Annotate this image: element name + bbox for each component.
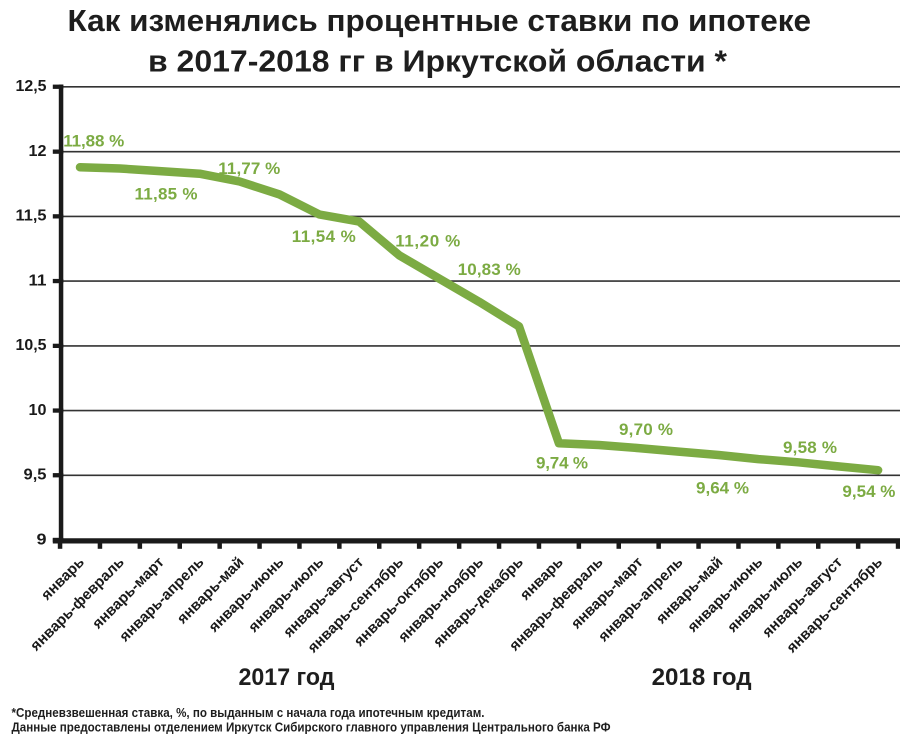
svg-text:11,5: 11,5	[16, 208, 47, 225]
svg-text:9,70 %: 9,70 %	[619, 420, 673, 439]
svg-text:11,85 %: 11,85 %	[135, 185, 198, 204]
svg-text:2018 год: 2018 год	[652, 664, 752, 691]
svg-text:в 2017-2018 гг в Иркутской обл: в 2017-2018 гг в Иркутской области *	[148, 44, 728, 79]
svg-text:9,54 %: 9,54 %	[842, 482, 895, 501]
svg-text:9: 9	[37, 531, 47, 548]
svg-text:9,74 %: 9,74 %	[536, 453, 588, 472]
svg-text:11,54 %: 11,54 %	[292, 227, 356, 246]
svg-text:11: 11	[29, 272, 47, 289]
svg-text:12,5: 12,5	[16, 78, 47, 95]
svg-text:2017 год: 2017 год	[239, 664, 335, 691]
svg-text:11,88 %: 11,88 %	[63, 132, 124, 151]
svg-text:Как изменялись процентные ста: Как изменялись процентные ставки по ипот…	[68, 3, 812, 38]
svg-text:12: 12	[29, 143, 47, 160]
svg-text:10,5: 10,5	[16, 337, 47, 354]
svg-text:11,20 %: 11,20 %	[395, 231, 460, 250]
svg-text:*Средневзвешенная ставка, %, п: *Средневзвешенная ставка, %, по выданным…	[12, 706, 485, 720]
svg-text:Данные предоставлены отделение: Данные предоставлены отделением Иркутск …	[12, 721, 611, 735]
svg-text:10: 10	[29, 402, 47, 419]
svg-text:10,83 %: 10,83 %	[458, 260, 521, 279]
svg-text:9,64 %: 9,64 %	[696, 479, 749, 498]
svg-text:9,5: 9,5	[24, 467, 47, 484]
svg-text:9,58 %: 9,58 %	[783, 438, 837, 457]
svg-text:11,77 %: 11,77 %	[218, 159, 280, 178]
